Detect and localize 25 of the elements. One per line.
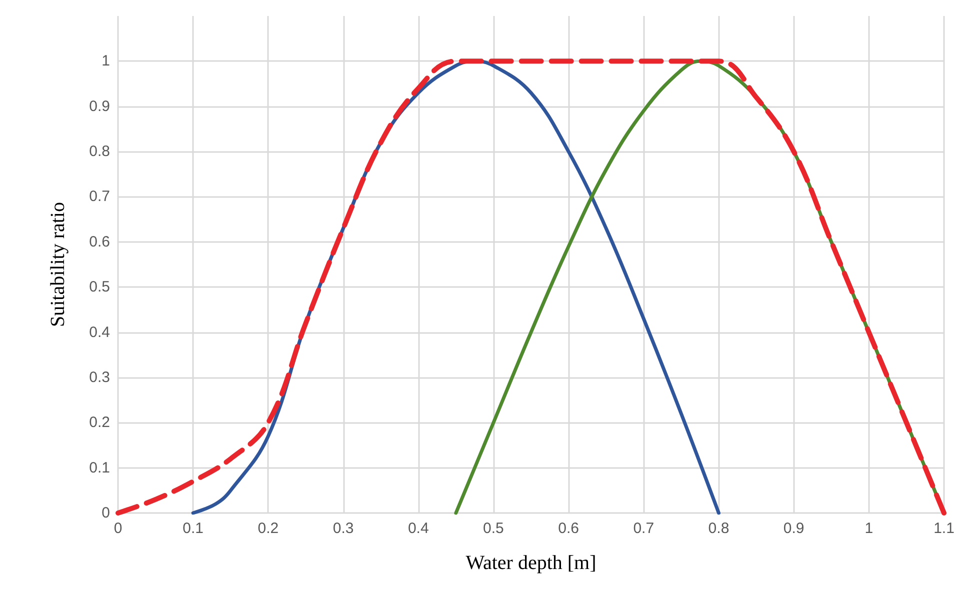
y-tick-label: 0.4 (89, 324, 110, 341)
x-tick-label: 0.7 (633, 520, 654, 537)
x-tick-label: 0.5 (483, 520, 504, 537)
x-tick-label: 0 (114, 520, 122, 537)
x-tick-label: 0.3 (332, 520, 354, 537)
x-tick-label: 0.6 (558, 520, 579, 537)
x-axis-title: Water depth [m] (466, 552, 596, 574)
y-tick-label: 0.2 (89, 414, 110, 432)
x-tick-label: 0.8 (708, 520, 730, 537)
x-tick-label: 0.9 (783, 520, 804, 537)
x-tick-label: 0.2 (258, 520, 279, 537)
x-tick-label: 1.1 (934, 520, 954, 537)
y-tick-label: 0.1 (89, 459, 110, 476)
y-tick-label: 0.5 (89, 278, 110, 296)
y-tick-label: 0.7 (89, 188, 110, 206)
y-tick-label: 0.6 (89, 233, 110, 250)
y-tick-label: 0.8 (89, 143, 110, 160)
x-tick-label: 0.4 (408, 520, 429, 537)
x-tick-label: 0.1 (182, 520, 204, 537)
y-tick-label: 1 (102, 52, 110, 70)
y-axis-title: Suitability ratio (47, 202, 69, 327)
y-tick-label: 0 (102, 504, 110, 522)
y-tick-label: 0.3 (89, 368, 110, 386)
x-tick-label: 1 (864, 520, 874, 537)
y-tick-label: 0.9 (89, 98, 110, 115)
